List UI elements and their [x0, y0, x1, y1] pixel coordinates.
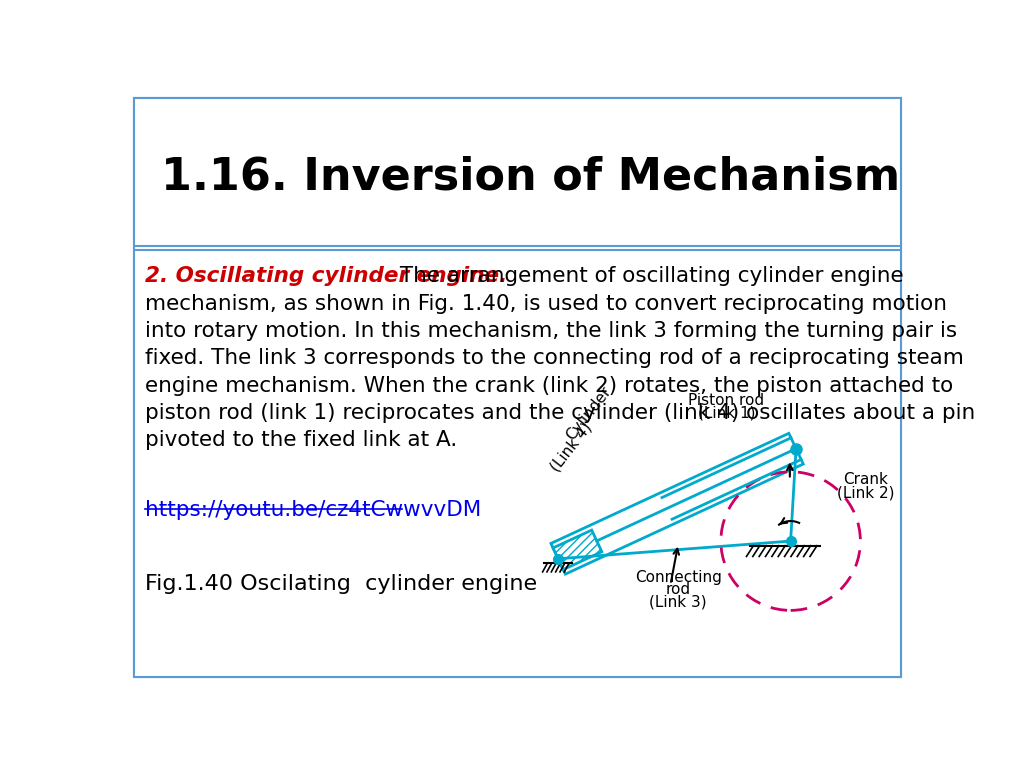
Text: Connecting: Connecting	[635, 570, 722, 585]
Text: pivoted to the fixed link at A.: pivoted to the fixed link at A.	[145, 430, 458, 450]
Text: (Link 4): (Link 4)	[548, 419, 595, 474]
FancyBboxPatch shape	[134, 250, 901, 677]
Text: Cylinder: Cylinder	[563, 384, 614, 443]
Text: fixed. The link 3 corresponds to the connecting rod of a reciprocating steam: fixed. The link 3 corresponds to the con…	[145, 348, 964, 368]
Text: Piston rod: Piston rod	[688, 393, 764, 408]
Text: Crank: Crank	[844, 472, 888, 487]
Text: piston rod (link 1) reciprocates and the cylinder (link 4) oscillates about a pi: piston rod (link 1) reciprocates and the…	[145, 403, 975, 423]
Text: into rotary motion. In this mechanism, the link 3 forming the turning pair is: into rotary motion. In this mechanism, t…	[145, 321, 957, 341]
Text: (Link 1): (Link 1)	[697, 406, 755, 420]
Text: (Link 2): (Link 2)	[837, 485, 895, 500]
Text: (Link 3): (Link 3)	[649, 594, 707, 610]
Text: 1.16. Inversion of Mechanism: 1.16. Inversion of Mechanism	[161, 155, 900, 198]
Polygon shape	[553, 530, 602, 570]
FancyBboxPatch shape	[134, 98, 901, 247]
Text: https://youtu.be/cz4tCwwvvDM: https://youtu.be/cz4tCwwvvDM	[145, 500, 481, 520]
Text: The arrangement of oscillating cylinder engine: The arrangement of oscillating cylinder …	[393, 266, 903, 286]
FancyBboxPatch shape	[134, 98, 901, 677]
Text: rod: rod	[666, 582, 691, 598]
Text: engine mechanism. When the crank (link 2) rotates, the piston attached to: engine mechanism. When the crank (link 2…	[145, 376, 953, 396]
Text: mechanism, as shown in Fig. 1.40, is used to convert reciprocating motion: mechanism, as shown in Fig. 1.40, is use…	[145, 293, 947, 313]
Text: Fig.1.40 Oscilating  cylinder engine: Fig.1.40 Oscilating cylinder engine	[145, 574, 538, 594]
Text: 2. Oscillating cylinder engine.: 2. Oscillating cylinder engine.	[145, 266, 507, 286]
